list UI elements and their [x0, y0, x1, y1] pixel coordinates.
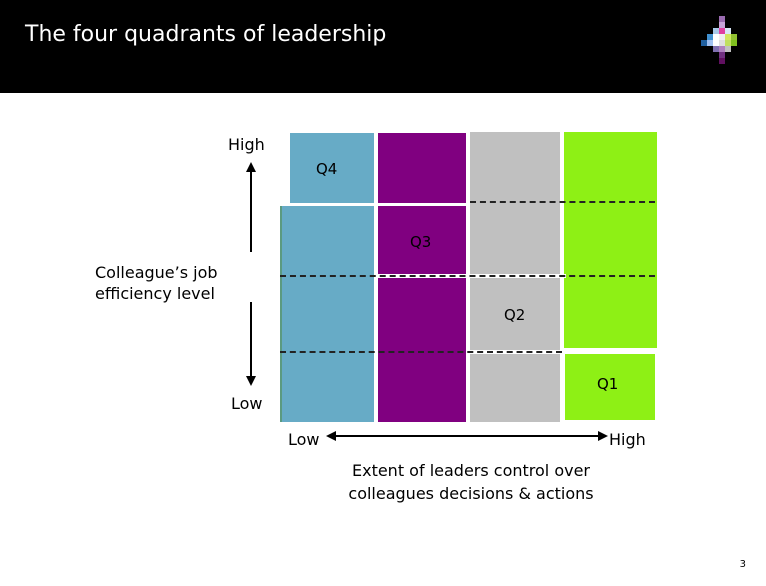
page-number: 3 — [739, 559, 746, 570]
x-axis-title-line2: colleagues decisions & actions — [348, 484, 594, 503]
y-axis-title: Colleague’s job efficiency level — [95, 262, 218, 304]
quadrant-label-q3: Q3 — [410, 233, 432, 251]
y-axis-title-line2: efficiency level — [95, 284, 215, 303]
cell-q4-blue — [290, 133, 382, 203]
y-axis-title-line1: Colleague’s job — [95, 263, 218, 282]
x-axis-arrow — [326, 431, 608, 441]
quadrant-label-q4: Q4 — [316, 160, 338, 178]
x-axis-low-label: Low — [288, 430, 320, 449]
column-purple — [376, 278, 466, 422]
dashed-line — [280, 351, 562, 353]
slide-title: The four quadrants of leadership — [25, 22, 387, 47]
dashed-line — [280, 275, 655, 277]
column-blue — [282, 206, 374, 422]
quadrant-label-q2: Q2 — [504, 306, 526, 324]
quadrant-label-q1: Q1 — [597, 375, 619, 393]
title-bar: The four quadrants of leadership — [0, 0, 766, 93]
cell-q3-purple — [378, 206, 466, 274]
column-green — [563, 132, 657, 348]
y-axis-arrow — [246, 162, 256, 386]
y-axis-low-label: Low — [231, 394, 263, 413]
x-axis-high-label: High — [609, 430, 646, 449]
x-axis-title-line1: Extent of leaders control over — [351, 461, 591, 480]
x-axis-title: Extent of leaders control over colleague… — [335, 459, 607, 505]
y-axis-high-label: High — [228, 135, 265, 154]
divider — [470, 350, 660, 354]
cell-q1-green — [565, 354, 655, 420]
cell-q2-grey — [470, 278, 562, 350]
column-grey-top — [470, 132, 560, 274]
quadrant-grid: Q4 Q3 Q2 Q1 — [280, 130, 660, 422]
dashed-line — [470, 201, 655, 203]
divider — [280, 203, 470, 206]
column-grey-bottom — [470, 354, 560, 422]
logo-icon — [701, 16, 737, 64]
cell-q4-purple — [378, 133, 468, 203]
column-blue-edge — [280, 206, 282, 422]
